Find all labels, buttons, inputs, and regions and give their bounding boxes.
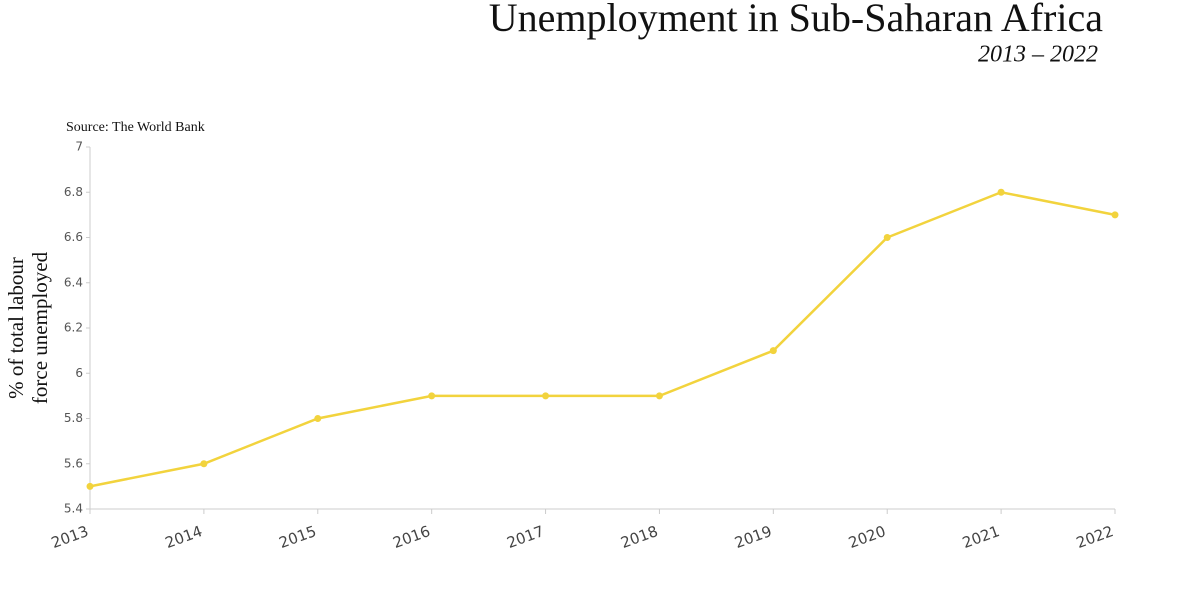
x-tick-label: 2014 bbox=[163, 522, 205, 552]
chart-title: Unemployment in Sub-Saharan Africa bbox=[489, 0, 1104, 40]
data-point bbox=[428, 392, 436, 400]
x-tick-label: 2022 bbox=[1074, 522, 1116, 552]
x-tick-label: 2015 bbox=[277, 522, 319, 552]
y-tick-label: 6.2 bbox=[64, 321, 83, 335]
y-tick-label: 6.4 bbox=[64, 275, 83, 289]
y-axis-label: % of total labour force unemployed bbox=[4, 251, 52, 404]
y-tick-label: 5.4 bbox=[64, 502, 83, 516]
data-line bbox=[89, 190, 1116, 488]
y-tick-label: 6.8 bbox=[64, 185, 83, 199]
data-point bbox=[997, 188, 1005, 196]
data-point bbox=[200, 460, 208, 468]
data-point bbox=[655, 392, 663, 400]
y-tick-label: 6.6 bbox=[64, 230, 83, 244]
data-point bbox=[883, 234, 891, 241]
x-tick-label: 2016 bbox=[391, 522, 433, 552]
y-tick-label: 5.8 bbox=[64, 411, 83, 425]
x-tick-label: 2017 bbox=[504, 522, 546, 552]
x-tick-label: 2013 bbox=[49, 522, 91, 552]
data-point bbox=[86, 482, 94, 490]
data-point bbox=[542, 392, 550, 400]
x-tick-label: 2020 bbox=[846, 522, 888, 552]
y-tick-label: 6 bbox=[75, 366, 83, 380]
y-tick-label: 7 bbox=[75, 140, 83, 154]
x-tick-label: 2018 bbox=[618, 522, 660, 552]
y-axis-label-line: % of total labour bbox=[4, 257, 28, 399]
source-note: Source: The World Bank bbox=[66, 120, 205, 135]
data-point bbox=[314, 415, 322, 422]
y-axis-label-line: force unemployed bbox=[28, 251, 52, 404]
chart-subtitle: 2013 – 2022 bbox=[978, 42, 1098, 68]
x-tick-label: 2019 bbox=[732, 522, 774, 552]
x-tick-label: 2021 bbox=[960, 522, 1002, 552]
data-point bbox=[769, 347, 777, 355]
data-point bbox=[1111, 211, 1119, 219]
y-tick-label: 5.6 bbox=[64, 456, 83, 470]
